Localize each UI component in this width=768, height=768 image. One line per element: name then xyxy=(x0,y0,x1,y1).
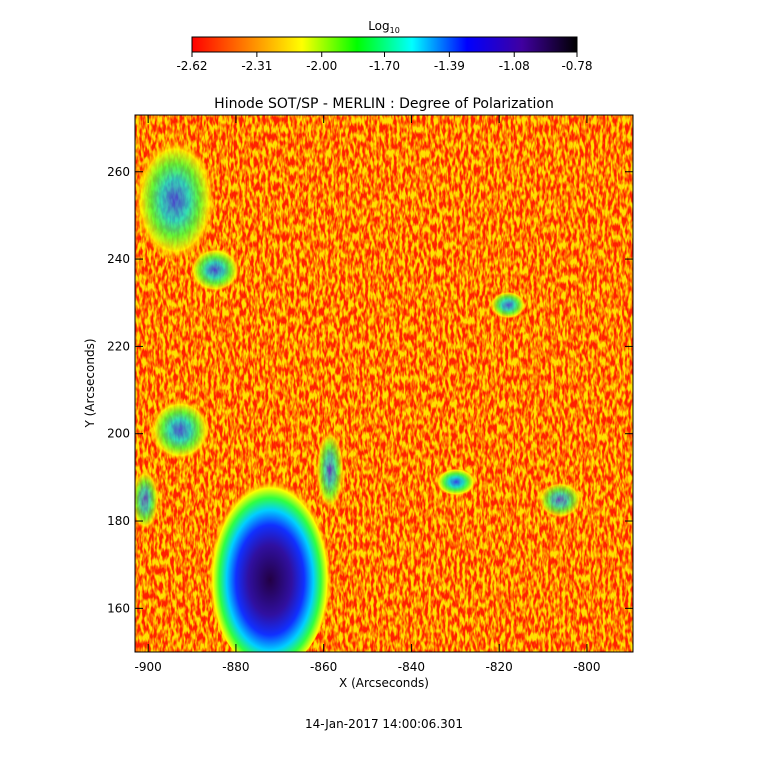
x-tick-label: -840 xyxy=(398,660,425,674)
footer-timestamp: 14-Jan-2017 14:00:06.301 xyxy=(305,717,463,731)
colorbar-tick-label: -2.00 xyxy=(306,59,337,73)
colorbar-tick-label: -0.78 xyxy=(561,59,592,73)
x-tick-label: -860 xyxy=(310,660,337,674)
colorbar-label-sub: 10 xyxy=(390,26,400,35)
colorbar-label: Log10 xyxy=(368,19,400,35)
colorbar-tick-label: -2.31 xyxy=(241,59,272,73)
y-tick-label: 200 xyxy=(107,427,130,441)
x-tick-label: -800 xyxy=(573,660,600,674)
y-tick-label: 260 xyxy=(107,165,130,179)
polarization-map xyxy=(135,115,633,652)
colorbar-tick-label: -2.62 xyxy=(176,59,207,73)
colorbar-tick-label: -1.39 xyxy=(434,59,465,73)
y-tick-label: 240 xyxy=(107,252,130,266)
y-tick-label: 180 xyxy=(107,514,130,528)
y-axis-label: Y (Arcseconds) xyxy=(83,338,97,428)
x-axis-label: X (Arcseconds) xyxy=(339,676,429,690)
colorbar-label-main: Log xyxy=(368,19,389,33)
x-tick-label: -820 xyxy=(486,660,513,674)
colorbar xyxy=(191,36,578,53)
chart-title: Hinode SOT/SP - MERLIN : Degree of Polar… xyxy=(214,96,554,112)
colorbar-tick-label: -1.70 xyxy=(369,59,400,73)
colorbar-tick-label: -1.08 xyxy=(499,59,530,73)
y-tick-label: 220 xyxy=(107,339,130,353)
plot-frame xyxy=(134,114,634,653)
x-tick-label: -900 xyxy=(135,660,162,674)
y-tick-label: 160 xyxy=(107,601,130,615)
x-tick-label: -880 xyxy=(222,660,249,674)
